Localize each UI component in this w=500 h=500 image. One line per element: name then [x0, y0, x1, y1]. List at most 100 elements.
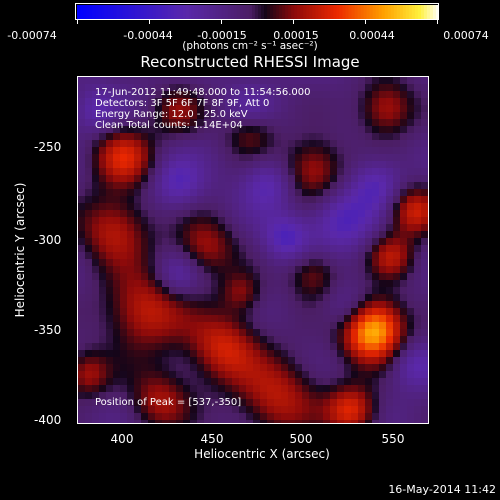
heatmap-cell	[372, 385, 380, 393]
heatmap-cell	[78, 196, 86, 204]
heatmap-cell	[253, 77, 261, 85]
heatmap-cell	[92, 350, 100, 358]
heatmap-cell	[239, 168, 247, 176]
heatmap-cell	[218, 287, 226, 295]
heatmap-cell	[400, 112, 408, 120]
heatmap-cell	[92, 364, 100, 372]
heatmap-cell	[400, 231, 408, 239]
heatmap-cell	[155, 420, 163, 423]
heatmap-cell	[302, 301, 310, 309]
heatmap-cell	[197, 378, 205, 386]
heatmap-cell	[253, 287, 261, 295]
heatmap-cell	[162, 238, 170, 246]
heatmap-cell	[274, 168, 282, 176]
heatmap-cell	[337, 350, 345, 358]
heatmap-cell	[134, 392, 142, 400]
heatmap-cell	[421, 98, 428, 106]
heatmap-cell	[92, 259, 100, 267]
heatmap-cell	[85, 182, 93, 190]
heatmap-cell	[204, 98, 212, 106]
heatmap-cell	[218, 196, 226, 204]
colorbar-segment	[261, 5, 265, 19]
heatmap-cell	[127, 77, 135, 85]
heatmap-cell	[190, 77, 198, 85]
colorbar-segment	[369, 5, 374, 19]
heatmap-cell	[162, 154, 170, 162]
heatmap-cell	[309, 217, 317, 225]
heatmap-cell	[421, 385, 428, 393]
heatmap-cell	[197, 161, 205, 169]
heatmap-cell	[176, 231, 184, 239]
heatmap-cell	[246, 336, 254, 344]
heatmap-cell	[85, 217, 93, 225]
heatmap-cell	[232, 280, 240, 288]
heatmap-cell	[414, 350, 422, 358]
heatmap-cell	[78, 182, 86, 190]
heatmap-cell	[337, 364, 345, 372]
heatmap-cell	[407, 105, 415, 113]
heatmap-cell	[330, 343, 338, 351]
heatmap-cell	[344, 112, 352, 120]
heatmap-cell	[386, 210, 394, 218]
heatmap-cell	[190, 168, 198, 176]
heatmap-cell	[127, 343, 135, 351]
heatmap-cell	[120, 217, 128, 225]
heatmap-cell	[407, 210, 415, 218]
heatmap-cell	[239, 238, 247, 246]
heatmap-cell	[414, 322, 422, 330]
heatmap-cell	[253, 182, 261, 190]
heatmap-cell	[309, 301, 317, 309]
heatmap-cell	[288, 119, 296, 127]
colorbar-segment	[321, 5, 325, 19]
heatmap-cell	[120, 378, 128, 386]
heatmap-cell	[407, 364, 415, 372]
heatmap-cell	[141, 126, 149, 134]
heatmap-cell	[141, 308, 149, 316]
heatmap-cell	[176, 343, 184, 351]
heatmap-cell	[337, 182, 345, 190]
heatmap-cell	[351, 252, 359, 260]
heatmap-cell	[281, 112, 289, 120]
colorbar-segment	[254, 5, 259, 19]
colorbar-segment	[221, 5, 226, 19]
heatmap-cell	[337, 133, 345, 141]
heatmap-cell	[372, 364, 380, 372]
heatmap-cell	[190, 112, 198, 120]
heatmap-cell	[225, 84, 233, 92]
heatmap-cell	[379, 210, 387, 218]
heatmap-cell	[421, 182, 428, 190]
heatmap-cell	[169, 98, 177, 106]
heatmap-cell	[330, 140, 338, 148]
heatmap-cell	[162, 182, 170, 190]
heatmap-cell	[302, 392, 310, 400]
heatmap-cell	[190, 413, 198, 421]
heatmap-cell	[260, 112, 268, 120]
heatmap-cell	[120, 140, 128, 148]
heatmap-cell	[372, 77, 380, 85]
heatmap-cell	[239, 112, 247, 120]
heatmap-cell	[379, 217, 387, 225]
heatmap-cell	[260, 301, 268, 309]
heatmap-cell	[197, 112, 205, 120]
heatmap-cell	[197, 392, 205, 400]
heatmap-cell	[120, 168, 128, 176]
heatmap-cell	[372, 406, 380, 414]
heatmap-cell	[197, 322, 205, 330]
heatmap-cell	[218, 329, 226, 337]
colorbar-segment	[158, 5, 163, 19]
heatmap-cell	[351, 287, 359, 295]
heatmap-cell	[225, 168, 233, 176]
heatmap-cell	[358, 154, 366, 162]
heatmap-cell	[183, 182, 191, 190]
heatmap-cell	[99, 175, 107, 183]
heatmap-cell	[414, 399, 422, 407]
heatmap-cell	[351, 154, 359, 162]
heatmap-cell	[253, 378, 261, 386]
colorbar-segment	[161, 5, 166, 19]
heatmap-cell	[414, 133, 422, 141]
heatmap-cell	[316, 392, 324, 400]
heatmap-cell	[337, 105, 345, 113]
heatmap-cell	[330, 91, 338, 99]
heatmap-cell	[218, 77, 226, 85]
heatmap-cell	[99, 280, 107, 288]
